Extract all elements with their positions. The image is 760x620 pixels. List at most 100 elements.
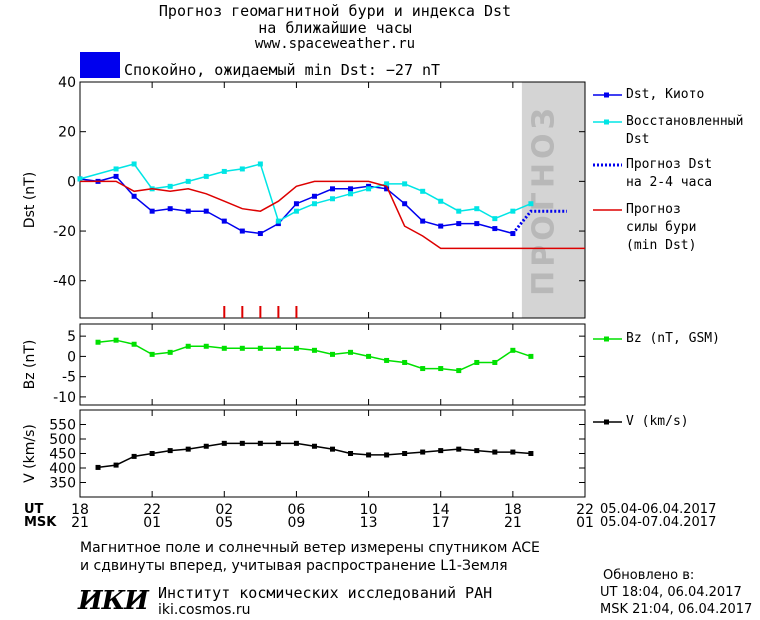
data-point xyxy=(348,349,354,355)
data-point xyxy=(131,193,137,199)
data-point xyxy=(293,208,299,214)
data-point xyxy=(456,446,462,452)
data-point xyxy=(149,208,155,214)
data-point xyxy=(203,173,209,179)
data-point xyxy=(420,188,426,194)
forecast-band xyxy=(521,82,585,318)
source-url[interactable]: www.spaceweather.ru xyxy=(254,36,416,52)
data-point xyxy=(185,208,191,214)
data-point xyxy=(474,448,480,454)
x-tick-label-ut: 22 xyxy=(576,502,594,518)
data-point xyxy=(113,462,119,468)
data-point xyxy=(239,166,245,172)
data-point xyxy=(384,186,390,192)
y-tick-label: 20 xyxy=(58,125,76,141)
x-tick-label-msk: 05 xyxy=(215,515,233,531)
series-line xyxy=(79,163,532,223)
x-tick-label-ut: 06 xyxy=(288,502,306,518)
institute-site[interactable]: iki.cosmos.ru xyxy=(158,602,251,618)
data-point xyxy=(510,449,516,455)
x-tick-label-msk: 01 xyxy=(576,515,594,531)
data-point xyxy=(257,161,263,167)
iki-logo: ИКИ xyxy=(78,586,149,616)
data-point xyxy=(257,345,263,351)
data-point xyxy=(113,337,119,343)
data-point xyxy=(185,343,191,349)
data-point xyxy=(510,208,516,214)
data-point xyxy=(275,218,281,224)
data-point xyxy=(239,228,245,234)
x-tick-label-ut: 14 xyxy=(432,502,450,518)
data-point xyxy=(167,349,173,355)
data-point xyxy=(366,186,372,192)
status-text: Спокойно, ожидаемый min Dst: −27 nT xyxy=(124,61,441,79)
data-point xyxy=(293,345,299,351)
data-point xyxy=(456,221,462,227)
data-point xyxy=(239,345,245,351)
data-point xyxy=(167,183,173,189)
data-point xyxy=(438,223,444,229)
data-point xyxy=(348,186,354,192)
legend-storm-2: силы бури xyxy=(626,220,697,235)
x-tick-label-ut: 10 xyxy=(360,502,378,518)
data-point xyxy=(528,201,534,207)
legend-swatch-bz-marker xyxy=(604,336,609,342)
legend-swatch-dst-kyoto-marker xyxy=(604,92,609,98)
x-tick-label-ut: 22 xyxy=(143,502,161,518)
data-point xyxy=(167,448,173,454)
legend-forecast-1: Прогноз Dst xyxy=(626,157,713,172)
data-point xyxy=(221,345,227,351)
chart-title-line2: на ближайшие часы xyxy=(258,19,412,37)
x-tick-label-msk: 01 xyxy=(143,515,161,531)
institute-name: Институт космических исследований РАН xyxy=(158,584,493,602)
y-tick-label: 450 xyxy=(49,447,76,463)
data-point xyxy=(113,166,119,172)
data-point xyxy=(330,196,335,202)
y-axis-label: V (km/s) xyxy=(22,424,38,483)
legend-storm-3: (min Dst) xyxy=(626,238,697,253)
data-point xyxy=(456,208,462,214)
data-point xyxy=(311,193,317,199)
data-point xyxy=(384,181,390,187)
data-point xyxy=(293,440,299,446)
legend-v: V (km/s) xyxy=(626,414,689,429)
y-tick-label: -5 xyxy=(62,370,76,386)
data-point xyxy=(167,206,173,212)
data-point xyxy=(95,464,101,470)
data-point xyxy=(221,168,227,174)
data-point xyxy=(330,446,335,452)
data-point xyxy=(420,449,426,455)
data-point xyxy=(492,449,498,455)
data-point xyxy=(77,176,83,182)
legend-swatch-v-marker xyxy=(604,419,609,425)
legend-swatch-restored-marker xyxy=(604,119,609,125)
x-tick-label-msk: 13 xyxy=(360,515,378,531)
data-point xyxy=(528,451,534,456)
data-point xyxy=(366,452,372,458)
legend-restored-1: Восстановленный xyxy=(626,114,744,129)
forecast-band-label: ПРОГНОЗ xyxy=(526,104,561,296)
legend-dst-kyoto: Dst, Киото xyxy=(626,87,705,102)
updated-ut: UT 18:04, 06.04.2017 xyxy=(600,585,742,600)
y-tick-label: -20 xyxy=(53,224,76,240)
data-point xyxy=(293,201,299,207)
data-point xyxy=(311,347,317,353)
data-point xyxy=(348,191,354,197)
data-point xyxy=(348,451,354,456)
panel-frame xyxy=(79,323,586,406)
series-line xyxy=(80,180,585,250)
y-axis-label: Bz (nT) xyxy=(22,340,38,390)
data-point xyxy=(131,341,137,347)
data-point xyxy=(95,339,101,345)
y-tick-label: 0 xyxy=(67,174,76,190)
updated-msk: MSK 21:04, 06.04.2017 xyxy=(600,602,753,617)
legend-restored-2: Dst xyxy=(626,132,650,147)
updated-title: Обновлено в: xyxy=(603,568,695,583)
data-point xyxy=(203,208,209,214)
legend-forecast-2: на 2-4 часа xyxy=(626,175,713,190)
y-tick-label: 550 xyxy=(49,418,76,434)
data-point xyxy=(185,446,191,452)
data-point xyxy=(257,231,263,237)
y-tick-label: 400 xyxy=(49,461,76,477)
